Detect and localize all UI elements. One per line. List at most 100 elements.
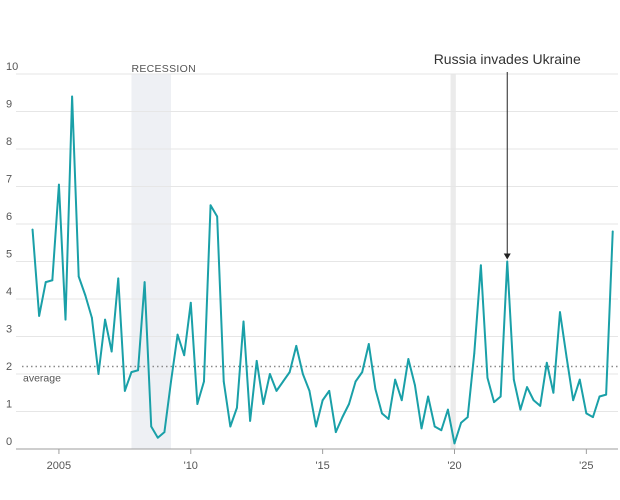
data-point	[268, 373, 271, 375]
data-point	[328, 389, 331, 392]
data-point	[58, 183, 60, 186]
data-point	[611, 230, 614, 233]
x-tick-label-2005: 2005	[47, 460, 71, 472]
data-point	[473, 352, 476, 355]
data-point	[354, 380, 357, 383]
data-point	[282, 380, 284, 383]
data-point	[572, 399, 575, 402]
data-point	[519, 408, 522, 411]
y-tick-label-1: 1	[6, 399, 12, 411]
data-point	[539, 404, 542, 407]
data-point	[433, 425, 436, 428]
data-point	[262, 403, 265, 405]
data-point	[249, 419, 252, 422]
data-point	[334, 431, 337, 434]
data-point	[44, 281, 47, 284]
data-point	[288, 371, 291, 374]
y-tick-label-9: 9	[6, 99, 12, 111]
data-point	[84, 294, 87, 297]
data-point	[123, 389, 126, 392]
data-point	[420, 427, 423, 430]
data-point	[203, 380, 205, 383]
data-point	[414, 384, 416, 387]
data-point	[374, 388, 377, 390]
x-tick-label-2020: '20	[447, 460, 461, 472]
data-point	[486, 376, 489, 379]
data-point	[308, 389, 311, 392]
data-point	[150, 425, 153, 428]
data-point	[117, 277, 120, 280]
y-tick-label-7: 7	[6, 174, 12, 186]
data-point	[552, 391, 555, 394]
data-point	[506, 260, 509, 263]
data-point	[545, 361, 548, 364]
data-point	[592, 416, 594, 419]
data-point	[143, 281, 146, 284]
data-point	[130, 371, 133, 374]
data-point	[163, 431, 166, 434]
data-point	[499, 395, 502, 398]
data-point	[427, 395, 430, 398]
data-point	[447, 408, 449, 411]
annotation: Russia invades Ukraine	[434, 51, 581, 260]
shaded-periods: RECESSION	[131, 63, 456, 449]
data-point	[170, 380, 172, 383]
recession-label: RECESSION	[131, 63, 196, 75]
data-point	[532, 399, 535, 402]
data-point	[51, 279, 54, 282]
data-point	[512, 378, 515, 381]
y-tick-label-4: 4	[6, 286, 12, 298]
data-point	[156, 436, 159, 439]
x-tick-label-2015: '15	[315, 460, 329, 472]
x-tick-label-2025: '25	[579, 460, 593, 472]
data-point	[216, 215, 219, 218]
data-point	[38, 314, 41, 317]
data-point	[407, 358, 410, 360]
data-point	[104, 318, 106, 321]
data-point	[348, 403, 350, 405]
data-point	[565, 356, 568, 359]
y-tick-label-10: 10	[6, 61, 18, 73]
annotation-arrowhead	[503, 253, 511, 260]
data-point	[381, 412, 383, 415]
data-point	[578, 378, 581, 381]
data-point	[466, 416, 469, 419]
data-point	[598, 395, 601, 398]
y-tick-label-8: 8	[6, 136, 12, 148]
data-point	[242, 320, 245, 323]
y-tick-label-0: 0	[6, 436, 12, 448]
data-point	[605, 393, 608, 396]
data-point	[77, 275, 80, 278]
data-point	[387, 418, 390, 420]
data-point	[183, 354, 186, 357]
data-point	[367, 343, 370, 345]
x-tick-label-2010: '10	[184, 460, 198, 472]
data-point	[189, 301, 192, 304]
data-point	[295, 344, 298, 347]
data-point	[453, 442, 456, 445]
gridlines: 1 2 3 4 5 6 7 8 9 10 0	[6, 61, 618, 450]
data-point	[479, 264, 482, 267]
axes: 2005 '10 '15 '20 '25	[16, 448, 618, 472]
data-point	[110, 350, 113, 353]
annotation-text: Russia invades Ukraine	[434, 51, 581, 67]
y-tick-label-2: 2	[6, 361, 12, 373]
data-point	[321, 399, 324, 402]
data-point	[275, 389, 278, 392]
y-tick-label-6: 6	[6, 211, 12, 223]
data-point	[209, 204, 212, 207]
data-point	[255, 359, 258, 362]
data-point	[229, 425, 232, 428]
data-point	[341, 416, 344, 419]
data-point	[301, 373, 304, 375]
data-point	[97, 373, 100, 375]
average-label: average	[23, 373, 61, 385]
data-point	[137, 369, 139, 372]
data-point	[559, 311, 561, 314]
data-point	[64, 318, 67, 321]
data-point	[526, 386, 528, 389]
y-tick-label-5: 5	[6, 249, 12, 261]
average-reference: average	[22, 365, 618, 385]
data-point	[71, 95, 74, 98]
